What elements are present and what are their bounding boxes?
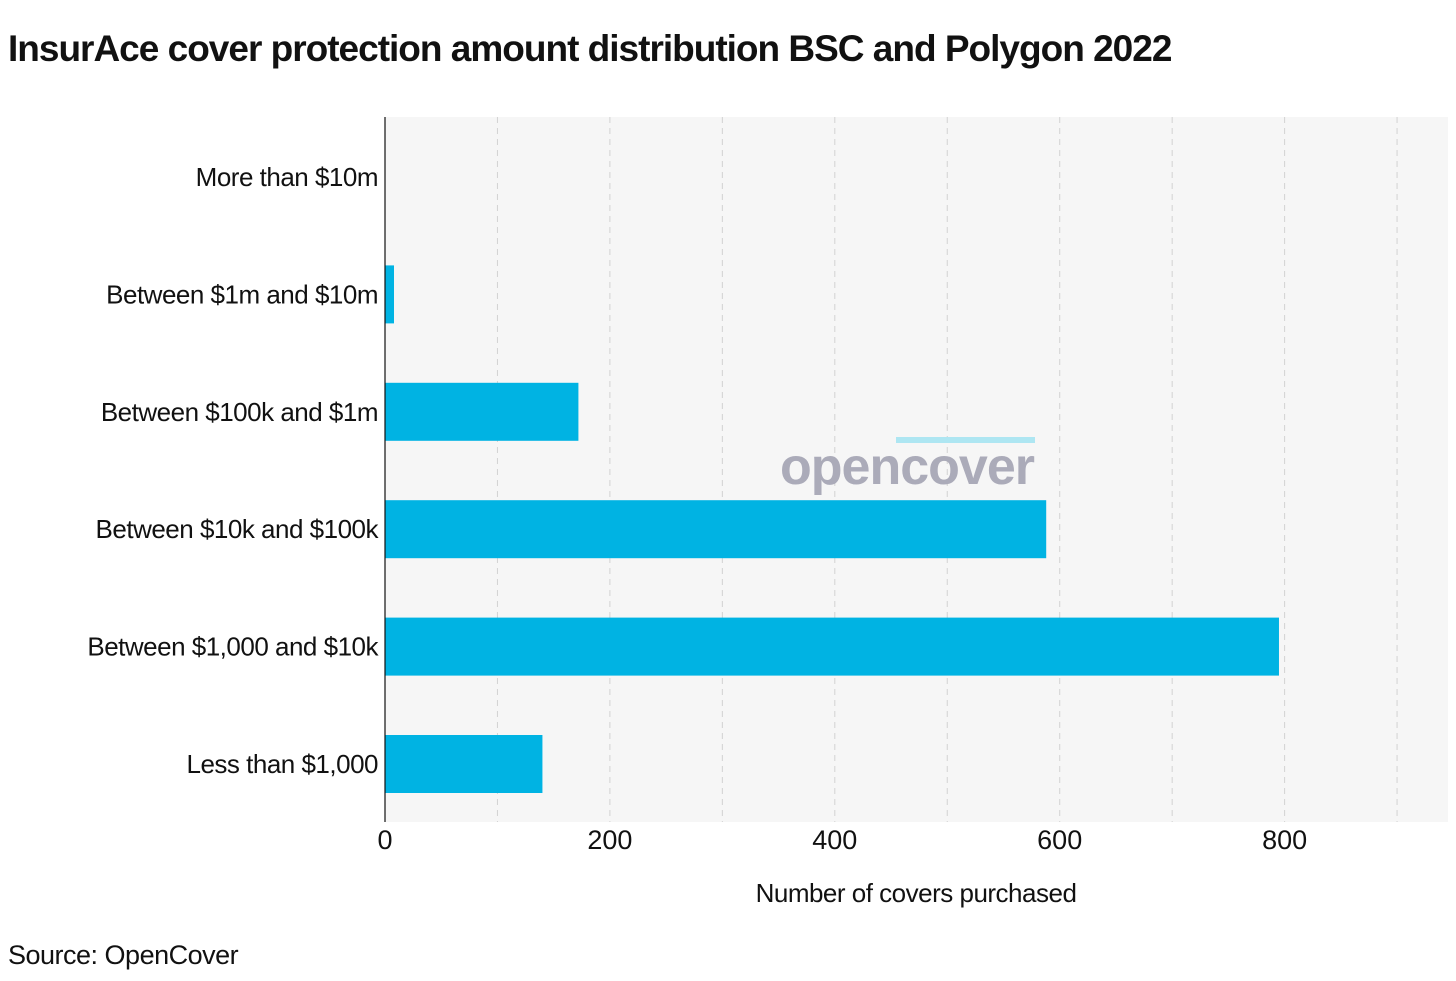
x-tick-label: 800 — [1262, 825, 1307, 855]
category-label: Between $10k and $100k — [96, 514, 380, 544]
bar — [385, 265, 394, 324]
x-tick-label: 400 — [812, 825, 857, 855]
bar — [385, 617, 1279, 676]
x-tick-label: 200 — [587, 825, 632, 855]
bars — [385, 265, 1279, 793]
watermark-accent-bar — [896, 437, 1035, 443]
category-label: Less than $1,000 — [187, 749, 379, 779]
watermark-text: opencover — [780, 438, 1035, 496]
category-label: Between $1m and $10m — [106, 279, 378, 309]
category-label: More than $10m — [196, 162, 378, 192]
x-tick-label: 600 — [1037, 825, 1082, 855]
bar — [385, 382, 579, 441]
category-label: Between $1,000 and $10k — [87, 632, 379, 662]
x-axis-title: Number of covers purchased — [756, 878, 1077, 908]
opencover-watermark: opencover — [780, 437, 1036, 496]
x-tick-label: 0 — [377, 825, 392, 855]
bar — [385, 735, 543, 793]
category-labels: More than $10m Between $1m and $10m Betwee… — [87, 162, 380, 779]
chart-title: InsurAce cover protection amount distrib… — [8, 28, 1172, 69]
category-label: Between $100k and $1m — [101, 397, 378, 427]
plot-background — [385, 117, 1448, 822]
gridlines — [496, 117, 1398, 822]
bar — [385, 500, 1047, 559]
source-note: Source: OpenCover — [8, 940, 239, 970]
x-tick-labels: 0 200 400 600 800 — [377, 825, 1307, 855]
